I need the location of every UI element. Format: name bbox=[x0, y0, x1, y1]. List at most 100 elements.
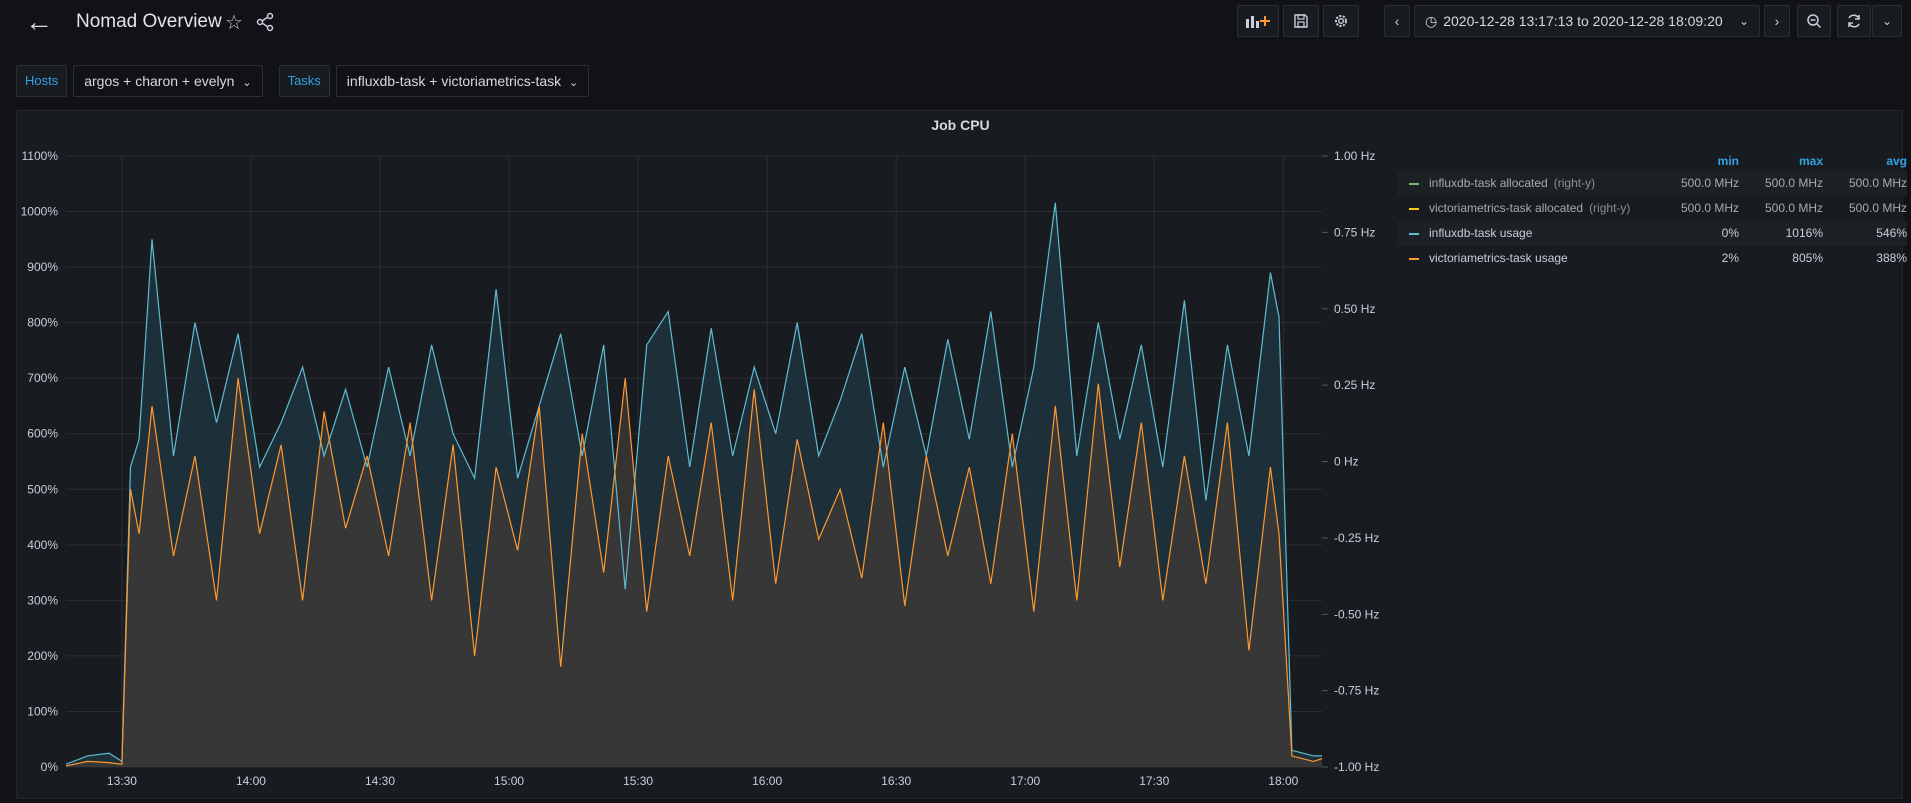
legend-row[interactable]: victoriametrics-task allocated (right-y) … bbox=[1397, 196, 1907, 221]
y-right-tick-label: 1.00 Hz bbox=[1334, 149, 1375, 163]
dashboard-title[interactable]: Nomad Overview bbox=[76, 11, 222, 32]
add-panel-icon bbox=[1246, 16, 1270, 28]
chart-legend: min max avg influxdb-task allocated (righ… bbox=[1397, 151, 1907, 271]
top-bar: ← Nomad Overview ☆ ‹ ◷ 2 bbox=[0, 0, 1911, 44]
time-range-picker[interactable]: ◷ 2020-12-28 13:17:13 to 2020-12-28 18:0… bbox=[1414, 5, 1760, 37]
y-left-tick-label: 700% bbox=[27, 371, 58, 385]
series-color-swatch[interactable] bbox=[1409, 232, 1419, 235]
legend-max: 1016% bbox=[1785, 226, 1823, 240]
refresh-interval-dropdown[interactable]: ⌄ bbox=[1872, 5, 1902, 37]
series-color-swatch[interactable] bbox=[1409, 257, 1419, 260]
chevron-left-icon: ‹ bbox=[1394, 13, 1400, 29]
legend-row[interactable]: victoriametrics-task usage 2% 805% 388% bbox=[1397, 246, 1907, 271]
chevron-down-icon: ⌄ bbox=[1881, 14, 1893, 28]
legend-avg: 546% bbox=[1876, 226, 1907, 240]
refresh-button[interactable] bbox=[1837, 5, 1871, 37]
template-variables: Hosts argos + charon + evelyn ⌄ Tasks in… bbox=[16, 65, 590, 97]
y-left-tick-label: 100% bbox=[27, 704, 58, 718]
series-line[interactable] bbox=[65, 202, 1322, 765]
x-tick-label: 15:30 bbox=[623, 774, 653, 788]
save-icon bbox=[1294, 14, 1308, 28]
legend-min: 2% bbox=[1721, 251, 1739, 265]
x-tick-label: 17:30 bbox=[1139, 774, 1169, 788]
x-tick-label: 14:00 bbox=[236, 774, 266, 788]
series-area bbox=[66, 378, 1322, 767]
y-left-tick-label: 0% bbox=[41, 760, 59, 774]
y-right-tick-label: -0.75 Hz bbox=[1334, 684, 1379, 698]
legend-header: min max avg bbox=[1397, 151, 1907, 171]
y-left-tick-label: 1100% bbox=[22, 149, 59, 163]
chevron-down-icon: ⌄ bbox=[569, 77, 579, 89]
y-right-tick-label: 0.50 Hz bbox=[1334, 302, 1375, 316]
job-cpu-chart[interactable]: 0% 100% 200% 300% 400% 500% 600% 700% 800% 900% 10… bbox=[17, 111, 1387, 800]
legend-col-min[interactable]: min bbox=[1717, 154, 1739, 168]
legend-max: 500.0 MHz bbox=[1764, 201, 1823, 215]
chevron-down-icon: ⌄ bbox=[242, 77, 252, 89]
star-icon[interactable]: ☆ bbox=[225, 12, 243, 34]
legend-min: 500.0 MHz bbox=[1680, 201, 1739, 215]
variable-label-hosts: Hosts bbox=[16, 65, 68, 97]
legend-series-name: influxdb-task usage bbox=[1429, 226, 1533, 240]
zoom-out-icon bbox=[1807, 14, 1822, 29]
share-icon[interactable] bbox=[255, 12, 275, 32]
legend-avg: 500.0 MHz bbox=[1848, 176, 1907, 190]
legend-series-name: victoriametrics-task usage bbox=[1429, 251, 1568, 265]
y-left-tick-label: 900% bbox=[27, 260, 58, 274]
y-left-tick-label: 200% bbox=[27, 649, 58, 663]
legend-avg: 500.0 MHz bbox=[1848, 201, 1907, 215]
panel-title[interactable]: Job CPU bbox=[931, 117, 990, 133]
add-panel-button[interactable] bbox=[1237, 5, 1279, 37]
save-dashboard-button[interactable] bbox=[1283, 5, 1319, 37]
x-tick-label: 18:00 bbox=[1268, 774, 1298, 788]
legend-row[interactable]: influxdb-task usage 0% 1016% 546% bbox=[1397, 221, 1907, 246]
clock-icon: ◷ bbox=[1425, 12, 1438, 29]
legend-col-max[interactable]: max bbox=[1798, 154, 1823, 168]
zoom-out-button[interactable] bbox=[1797, 5, 1831, 37]
y-left-tick-label: 300% bbox=[27, 593, 58, 607]
series-color-swatch[interactable] bbox=[1409, 182, 1419, 185]
job-cpu-panel[interactable]: Job CPU 0% 100% 200% 300% 400% 500% 600% 700% 80… bbox=[16, 110, 1907, 800]
y-right-tick-label: 0.25 Hz bbox=[1334, 378, 1375, 392]
series-color-swatch[interactable] bbox=[1409, 207, 1419, 210]
y-left-tick-label: 800% bbox=[27, 316, 58, 330]
y-right-tick-label: 0.75 Hz bbox=[1334, 225, 1375, 239]
legend-min: 500.0 MHz bbox=[1680, 176, 1739, 190]
y-right-tick-label: -1.00 Hz bbox=[1334, 760, 1379, 774]
x-tick-label: 15:00 bbox=[494, 774, 524, 788]
y-left-tick-label: 600% bbox=[27, 427, 58, 441]
legend-series-name: victoriametrics-task allocated bbox=[1429, 201, 1584, 215]
x-tick-label: 16:00 bbox=[752, 774, 782, 788]
legend-max: 805% bbox=[1792, 251, 1823, 265]
dashboard-settings-button[interactable] bbox=[1323, 5, 1359, 37]
legend-row[interactable]: influxdb-task allocated (right-y) 500.0 M… bbox=[1397, 171, 1907, 196]
variable-value-hosts: argos + charon + evelyn bbox=[84, 73, 235, 89]
y-right-tick-label: 0 Hz bbox=[1334, 455, 1359, 469]
legend-series-name: influxdb-task allocated bbox=[1429, 176, 1548, 190]
x-tick-label: 13:30 bbox=[107, 774, 137, 788]
x-tick-label: 16:30 bbox=[881, 774, 911, 788]
variable-value-tasks: influxdb-task + victoriametrics-task bbox=[346, 73, 562, 89]
y-right-tick-label: -0.50 Hz bbox=[1334, 607, 1379, 621]
legend-series-suffix: (right-y) bbox=[1553, 176, 1596, 190]
legend-min: 0% bbox=[1721, 226, 1739, 240]
y-left-tick-label: 500% bbox=[27, 482, 58, 496]
variable-select-tasks[interactable]: influxdb-task + victoriametrics-task ⌄ bbox=[335, 65, 590, 97]
series-line[interactable] bbox=[65, 378, 1323, 767]
chevron-right-icon: › bbox=[1774, 13, 1780, 29]
legend-max: 500.0 MHz bbox=[1764, 176, 1823, 190]
time-shift-forward-button[interactable]: › bbox=[1764, 5, 1790, 37]
variable-select-hosts[interactable]: argos + charon + evelyn ⌄ bbox=[73, 65, 263, 97]
refresh-icon bbox=[1848, 14, 1860, 28]
chevron-down-icon: ⌄ bbox=[1738, 14, 1749, 28]
legend-series-suffix: (right-y) bbox=[1589, 201, 1631, 215]
x-tick-label: 14:30 bbox=[365, 774, 395, 788]
time-shift-back-button[interactable]: ‹ bbox=[1384, 5, 1410, 37]
legend-avg: 388% bbox=[1876, 251, 1907, 265]
x-tick-label: 17:00 bbox=[1010, 774, 1040, 788]
y-left-tick-label: 400% bbox=[27, 538, 58, 552]
gear-icon bbox=[1335, 15, 1347, 27]
back-arrow-icon[interactable]: ← bbox=[25, 6, 53, 37]
variable-label-tasks: Tasks bbox=[278, 65, 330, 97]
legend-col-avg[interactable]: avg bbox=[1886, 154, 1907, 168]
y-right-tick-label: -0.25 Hz bbox=[1334, 531, 1379, 545]
